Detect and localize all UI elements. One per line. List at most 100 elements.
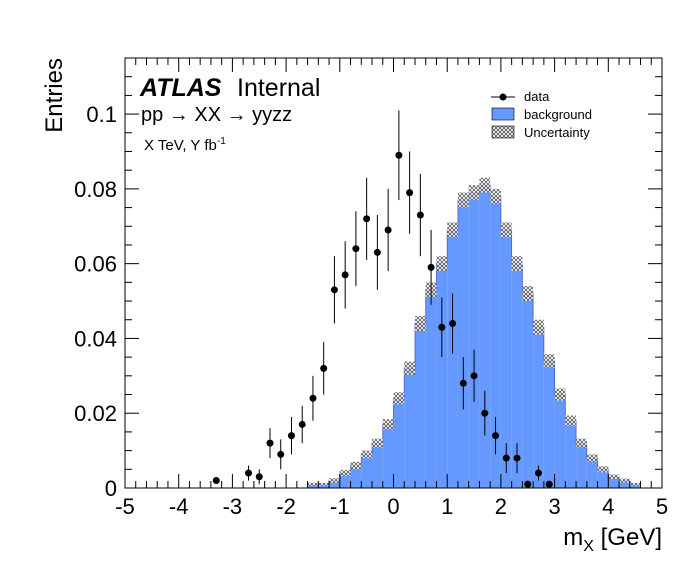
data-point (492, 416, 500, 455)
background-bar (318, 484, 330, 488)
x-tick-label: 0 (387, 494, 399, 519)
data-marker (352, 245, 360, 253)
legend-background-label: background (524, 107, 592, 122)
uncertainty-bar (372, 438, 383, 448)
uncertainty-bar (608, 474, 620, 480)
data-point (309, 375, 317, 421)
data-marker (459, 379, 467, 387)
data-marker (449, 319, 457, 327)
data-marker (298, 420, 306, 428)
data-point (330, 256, 338, 324)
background-bar (608, 476, 620, 488)
data-point (298, 405, 306, 444)
x-tick-label: -2 (276, 494, 296, 519)
data-marker (492, 432, 500, 440)
data-point (373, 215, 381, 290)
legend-background-swatch (491, 107, 515, 121)
data-point (384, 188, 392, 272)
background-bar (543, 360, 555, 488)
x-tick-label: -4 (169, 494, 189, 519)
background-bar (404, 368, 415, 488)
background-bar (597, 469, 609, 488)
x-tick-label: 4 (602, 494, 614, 519)
data-marker (266, 439, 274, 447)
uncertainty-bar (576, 438, 587, 448)
background-bar (533, 327, 544, 488)
data-marker (287, 432, 295, 440)
uncertainty-bar (350, 461, 362, 470)
data-points (212, 110, 553, 488)
data-point (416, 173, 424, 257)
background-bar (382, 424, 394, 488)
x-axis-title: mX [GeV] (563, 524, 662, 555)
x-axis-ticks: -5 -4 -3 -2 -1 0 1 2 3 4 5 (115, 58, 668, 519)
data-point (449, 293, 457, 354)
data-point (395, 110, 403, 201)
data-marker (502, 454, 510, 462)
data-point (266, 428, 274, 459)
x-tick-label: -1 (330, 494, 350, 519)
data-point (255, 469, 263, 485)
x-tick-label: -5 (115, 494, 135, 519)
data-point (406, 151, 414, 234)
data-marker (255, 473, 263, 481)
uncertainty-bar (522, 286, 534, 302)
data-marker (534, 469, 542, 477)
uncertainty-bar (457, 192, 469, 208)
uncertainty-bar (361, 450, 373, 459)
uncertainty-bar (393, 392, 405, 405)
background-bar (436, 263, 448, 488)
x-tick-label: -3 (223, 494, 243, 519)
background-bar (425, 289, 437, 488)
x-tick-label: 2 (495, 494, 507, 519)
data-marker (277, 450, 285, 458)
uncertainty-bar (468, 185, 480, 201)
uncertainty-bar (318, 482, 330, 486)
background-bar (479, 185, 491, 488)
uncertainty-bar (329, 478, 340, 483)
background-bar (522, 293, 534, 488)
uncertainty-bar (565, 415, 577, 426)
y-tick-label: 0.08 (74, 177, 117, 202)
uncertainty-bar (629, 482, 641, 486)
data-point (212, 477, 220, 485)
data-point (534, 465, 542, 481)
background-bar (565, 420, 577, 488)
data-point (481, 390, 489, 436)
background-bar (490, 196, 501, 488)
background-bar (372, 443, 383, 488)
data-point (502, 443, 510, 474)
legend-uncertainty-swatch (491, 125, 515, 139)
background-bar (500, 230, 512, 488)
uncertainty-bar (339, 470, 351, 477)
data-marker (373, 248, 381, 256)
data-point (459, 357, 467, 410)
data-point (320, 342, 328, 395)
uncertainty-bar (586, 454, 598, 462)
background-bar (511, 263, 523, 488)
background-bar (339, 473, 351, 488)
atlas-label: ATLAS (139, 74, 222, 102)
data-point (363, 177, 371, 260)
legend-entry-data: data (491, 89, 550, 104)
uncertainty-bar (382, 419, 394, 430)
background-bar (629, 484, 641, 488)
y-tick-label: 0.06 (74, 252, 117, 277)
background-bar (586, 458, 598, 488)
uncertainty-bar (619, 478, 630, 483)
legend: data background Uncertainty (491, 89, 592, 140)
uncertainty-bar (307, 482, 319, 486)
background-bar (329, 480, 340, 488)
legend-entry-background: background (491, 107, 592, 122)
data-marker (320, 364, 328, 372)
data-marker (245, 469, 253, 477)
legend-data-label: data (524, 89, 550, 104)
uncertainty-bar (404, 361, 415, 376)
process-label: pp → XX → yyzz (141, 104, 292, 126)
data-marker (341, 271, 349, 279)
uncertainty-bar (436, 256, 448, 272)
uncertainty-bar (479, 177, 491, 193)
background-bar (457, 200, 469, 488)
